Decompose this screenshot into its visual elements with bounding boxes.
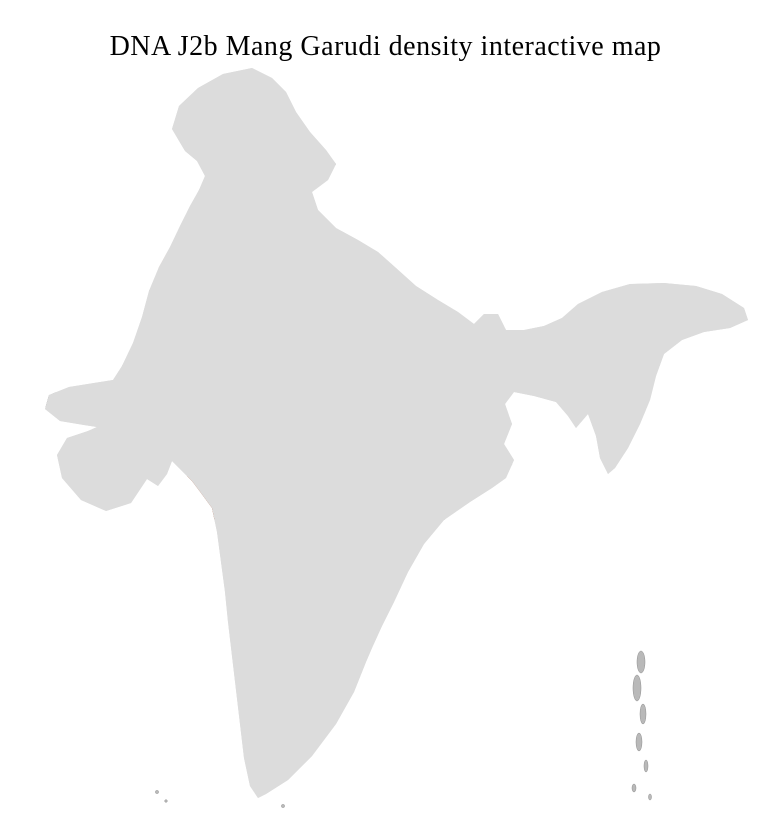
india-coastline <box>44 67 749 799</box>
page-title: DNA J2b Mang Garudi density interactive … <box>109 30 662 62</box>
sundarbans-patch <box>510 464 548 486</box>
high-density-district-6[interactable] <box>157 526 212 578</box>
andaman-nicobar-islands[interactable] <box>631 650 652 801</box>
lakshadweep-islands[interactable] <box>155 790 285 808</box>
